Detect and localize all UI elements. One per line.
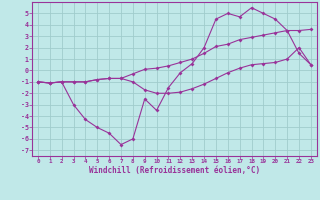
X-axis label: Windchill (Refroidissement éolien,°C): Windchill (Refroidissement éolien,°C) — [89, 166, 260, 175]
